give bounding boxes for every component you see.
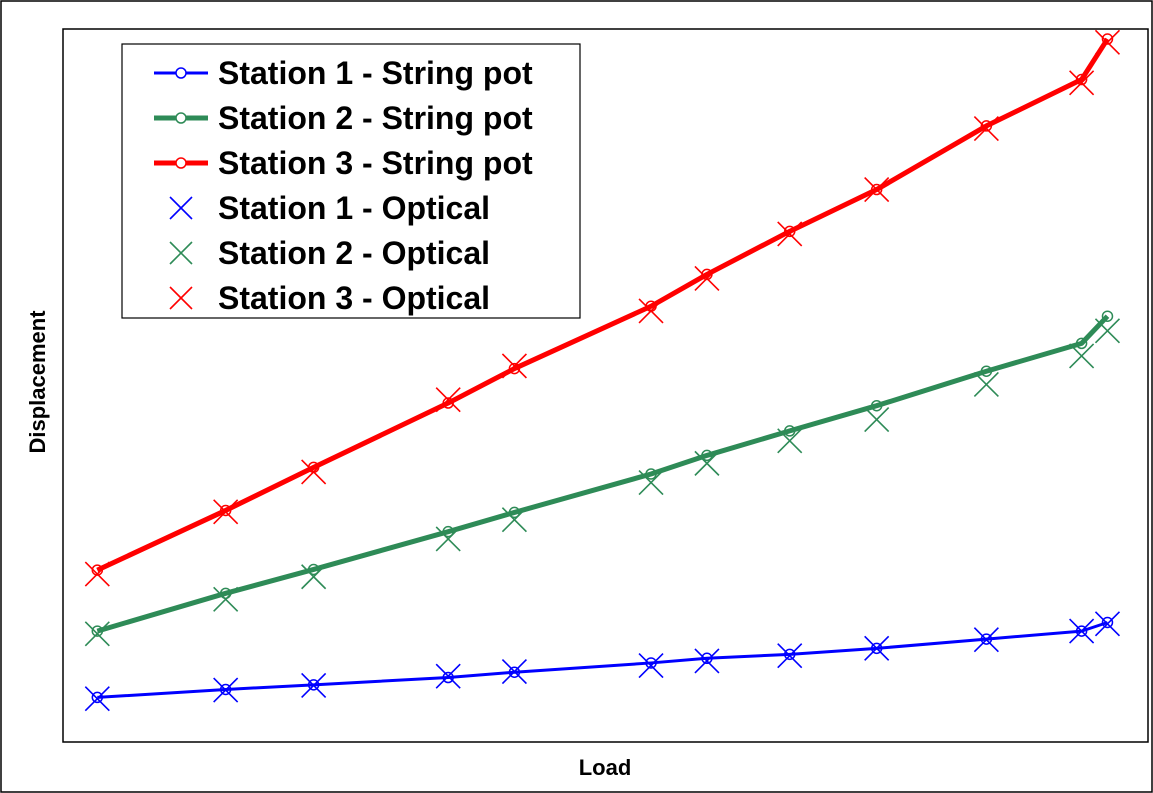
data-point-station-1-optical-0 (84, 686, 110, 712)
data-point-station-2-optical-8-stroke-b (864, 407, 890, 433)
data-point-station-1-string-pot-11 (1101, 616, 1114, 629)
data-point-station-3-string-pot-11 (1101, 33, 1114, 45)
data-point-station-1-optical-5 (638, 653, 664, 679)
series-line-station-1-string-pot (97, 621, 1108, 699)
series-station-2-string-pot (91, 310, 1114, 637)
data-point-station-1-string-pot-2 (307, 679, 320, 691)
data-point-station-2-string-pot-9 (980, 365, 993, 377)
data-point-station-3-optical-10-stroke-b (1069, 70, 1095, 96)
data-point-station-3-string-pot-3 (442, 397, 454, 409)
data-point-station-1-string-pot-3 (442, 671, 454, 684)
legend-marker-station-2-string-pot (175, 112, 187, 124)
data-point-station-1-string-pot-9 (980, 633, 993, 645)
data-point-station-3-string-pot-6 (701, 268, 713, 281)
legend-entry-station-1-optical: Station 1 - Optical (169, 190, 490, 226)
series-line-station-2-string-pot (96, 314, 1110, 634)
legend-box (121, 43, 581, 319)
data-point-station-2-optical-9-stroke-b (973, 371, 999, 398)
series-layer (84, 29, 1121, 712)
data-point-station-2-string-pot-5 (645, 468, 657, 480)
data-point-station-2-string-pot-10 (1075, 337, 1088, 350)
legend-label-station-3-string-pot: Station 3 - String pot (218, 145, 533, 181)
data-point-station-2-optical-9 (973, 371, 999, 398)
legend-marker-station-1-optical-stroke-b (169, 196, 193, 220)
data-point-station-3-string-pot-10 (1075, 73, 1088, 86)
data-point-station-2-string-pot-1 (219, 587, 232, 600)
legend-label-station-3-optical: Station 3 - Optical (218, 280, 490, 316)
legend-label-station-2-optical: Station 2 - Optical (218, 235, 490, 271)
data-point-station-2-optical-5-stroke-b (638, 470, 664, 496)
data-point-station-2-string-pot-4 (508, 506, 521, 519)
data-point-station-1-string-pot-4 (508, 666, 521, 678)
y-axis-label: Displacement (25, 310, 50, 454)
data-point-station-2-string-pot-8 (870, 399, 883, 412)
data-point-station-3-string-pot-7 (783, 225, 796, 238)
data-point-station-3-string-pot-4 (508, 362, 521, 375)
legend-entry-station-3-optical: Station 3 - Optical (169, 280, 490, 316)
data-point-station-1-string-pot-1 (219, 683, 232, 696)
data-point-station-1-optical-6 (694, 648, 720, 674)
legend-entry-station-2-string-pot: Station 2 - String pot (154, 100, 533, 136)
x-axis-label: Load (579, 755, 632, 780)
series-station-3-string-pot (91, 33, 1114, 576)
data-point-station-1-string-pot-5 (645, 657, 657, 669)
legend-entry-station-1-string-pot: Station 1 - String pot (154, 55, 533, 91)
data-point-station-3-string-pot-8 (870, 183, 883, 196)
legend-marker-station-3-string-pot (175, 157, 187, 169)
data-point-station-1-optical-6-stroke-b (694, 648, 720, 674)
data-point-station-1-string-pot-10 (1075, 625, 1088, 637)
data-point-station-2-string-pot-2 (307, 563, 320, 576)
data-point-station-2-string-pot-6 (701, 449, 713, 462)
data-point-station-3-optical-10 (1069, 70, 1095, 96)
data-point-station-3-string-pot-0 (91, 564, 104, 576)
data-point-station-2-optical-0-stroke-b (84, 621, 110, 647)
data-point-station-1-optical-0-stroke-b (84, 686, 110, 712)
legend-marker-station-3-optical-stroke-b (169, 286, 193, 310)
data-point-station-2-optical-11-stroke-b (1094, 318, 1121, 344)
legend-marker-station-1-optical (169, 196, 193, 220)
data-point-station-2-string-pot-11 (1101, 310, 1114, 322)
legend-marker-station-3-optical (169, 286, 193, 310)
data-point-station-2-optical-10-stroke-b (1069, 343, 1095, 369)
data-point-station-2-optical-0 (84, 621, 110, 647)
data-point-station-2-optical-8 (864, 407, 890, 433)
data-point-station-3-string-pot-5 (645, 300, 657, 312)
data-point-station-2-optical-7-stroke-b (777, 428, 803, 454)
legend-label-station-2-string-pot: Station 2 - String pot (218, 100, 533, 136)
data-point-station-1-string-pot-6 (701, 652, 713, 665)
legend-marker-station-2-optical (169, 241, 193, 265)
data-point-station-1-string-pot-0 (91, 691, 104, 704)
series-line-station-3-string-pot (96, 37, 1110, 573)
data-point-station-3-string-pot-1 (219, 504, 232, 517)
data-point-station-2-string-pot-7 (783, 425, 796, 437)
data-point-station-3-string-pot-2 (307, 461, 320, 474)
data-point-station-1-string-pot-7 (783, 648, 796, 661)
data-point-station-2-string-pot-0 (91, 625, 104, 637)
data-point-station-1-string-pot-8 (870, 642, 883, 655)
legend-entry-station-3-string-pot: Station 3 - String pot (154, 145, 533, 181)
series-station-1-string-pot (91, 616, 1114, 704)
legend-label-station-1-string-pot: Station 1 - String pot (218, 55, 533, 91)
legend-entry-station-2-optical: Station 2 - Optical (169, 235, 490, 271)
legend-marker-station-2-optical-stroke-b (169, 241, 193, 265)
data-point-station-2-string-pot-3 (442, 525, 454, 538)
legend: Station 1 - String pot Station 2 - String… (121, 43, 581, 319)
data-point-station-1-optical-5-stroke-b (638, 653, 664, 679)
legend-marker-station-1-string-pot (175, 67, 187, 79)
data-point-station-3-string-pot-9 (980, 120, 993, 132)
legend-label-station-1-optical: Station 1 - Optical (218, 190, 490, 226)
